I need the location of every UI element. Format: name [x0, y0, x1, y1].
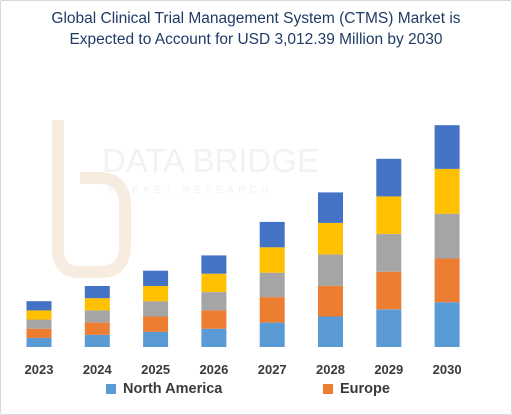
bar-segment-2028-series-5: [318, 192, 343, 223]
x-tick-label-2030: 2030: [433, 362, 462, 377]
bar-segment-2028-series-4: [318, 222, 343, 255]
watermark-text-2: MARKET RESEARCH: [108, 184, 273, 196]
legend-label-europe: Europe: [340, 381, 390, 397]
bar-segment-2023-series-4: [26, 310, 52, 320]
bar-segment-2023-series-2: [26, 328, 52, 338]
bar-segment-2028-series-1: [318, 316, 343, 347]
bar-segment-2025-series-4: [143, 286, 169, 302]
bar-segment-2025-series-1: [143, 331, 169, 347]
bar-segment-2028-series-3: [318, 254, 343, 286]
chart-title-line-2: Expected to Account for USD 3,012.39 Mil…: [69, 31, 443, 48]
bar-segment-2029-series-1: [376, 309, 402, 347]
bar-segment-2025-series-5: [143, 270, 169, 286]
bar-segment-2028-series-2: [318, 286, 343, 317]
x-tick-label-2028: 2028: [316, 362, 345, 377]
watermark-logo-mark: [52, 120, 131, 278]
x-tick-label-2024: 2024: [83, 362, 113, 377]
legend-item-europe: Europe: [323, 381, 390, 397]
bar-segment-2026-series-1: [201, 328, 227, 347]
x-tick-label-2027: 2027: [258, 362, 287, 377]
bar-segment-2024-series-2: [84, 322, 110, 335]
bar-segment-2025-series-3: [143, 301, 169, 317]
bar-segment-2023-series-1: [26, 337, 52, 347]
bar-segment-2029-series-2: [376, 271, 402, 310]
x-tick-label-2025: 2025: [141, 362, 170, 377]
bar-segment-2026-series-2: [201, 310, 227, 329]
bar-segment-2026-series-5: [201, 255, 227, 274]
legend-swatch-europe: [323, 384, 333, 394]
legend-swatch-north-america: [106, 384, 116, 394]
bar-segment-2029-series-4: [376, 196, 402, 234]
bar-segment-2023-series-5: [26, 301, 52, 311]
chart-title: Global Clinical Trial Management System …: [0, 8, 512, 50]
x-tick-label-2023: 2023: [25, 362, 54, 377]
bar-segment-2027-series-3: [259, 272, 285, 298]
bar-segment-2025-series-2: [143, 316, 169, 332]
bar-segment-2029-series-3: [376, 234, 402, 272]
bar-segment-2027-series-2: [259, 297, 285, 323]
legend-item-north-america: North America: [106, 381, 222, 397]
bar-segment-2024-series-4: [84, 298, 110, 311]
x-tick-label-2029: 2029: [374, 362, 403, 377]
legend-label-north-america: North America: [123, 381, 223, 397]
bar-segment-2024-series-1: [84, 334, 110, 347]
x-axis-tick-labels: 2023 2024 2025 2026 2027 2028 2029 2030: [25, 362, 462, 377]
bar-segment-2026-series-4: [201, 273, 227, 292]
bar-segment-2029-series-5: [376, 158, 402, 197]
bar-segment-2026-series-3: [201, 292, 227, 311]
bars-layer: [26, 125, 460, 347]
bar-segment-2030-series-3: [434, 213, 460, 259]
bar-segment-2023-series-3: [26, 319, 52, 329]
bar-segment-2030-series-2: [434, 258, 460, 303]
bar-segment-2024-series-3: [84, 310, 110, 323]
watermark-logo: DATA BRIDGE MARKET RESEARCH: [52, 120, 319, 278]
bar-segment-2024-series-5: [84, 286, 110, 299]
legend: North America Europe: [0, 381, 512, 403]
watermark-text-1: DATA BRIDGE: [102, 142, 319, 179]
bar-segment-2030-series-1: [434, 302, 460, 347]
chart-title-line-1: Global Clinical Trial Management System …: [51, 10, 461, 27]
bar-segment-2030-series-5: [434, 125, 460, 169]
bar-segment-2030-series-4: [434, 169, 460, 214]
bar-segment-2027-series-4: [259, 247, 285, 273]
bar-segment-2027-series-1: [259, 322, 285, 347]
stacked-bar-chart: DATA BRIDGE MARKET RESEARCH 2023 2024 2025…: [25, 120, 462, 377]
x-tick-label-2026: 2026: [199, 362, 228, 377]
bar-segment-2027-series-5: [259, 221, 285, 248]
